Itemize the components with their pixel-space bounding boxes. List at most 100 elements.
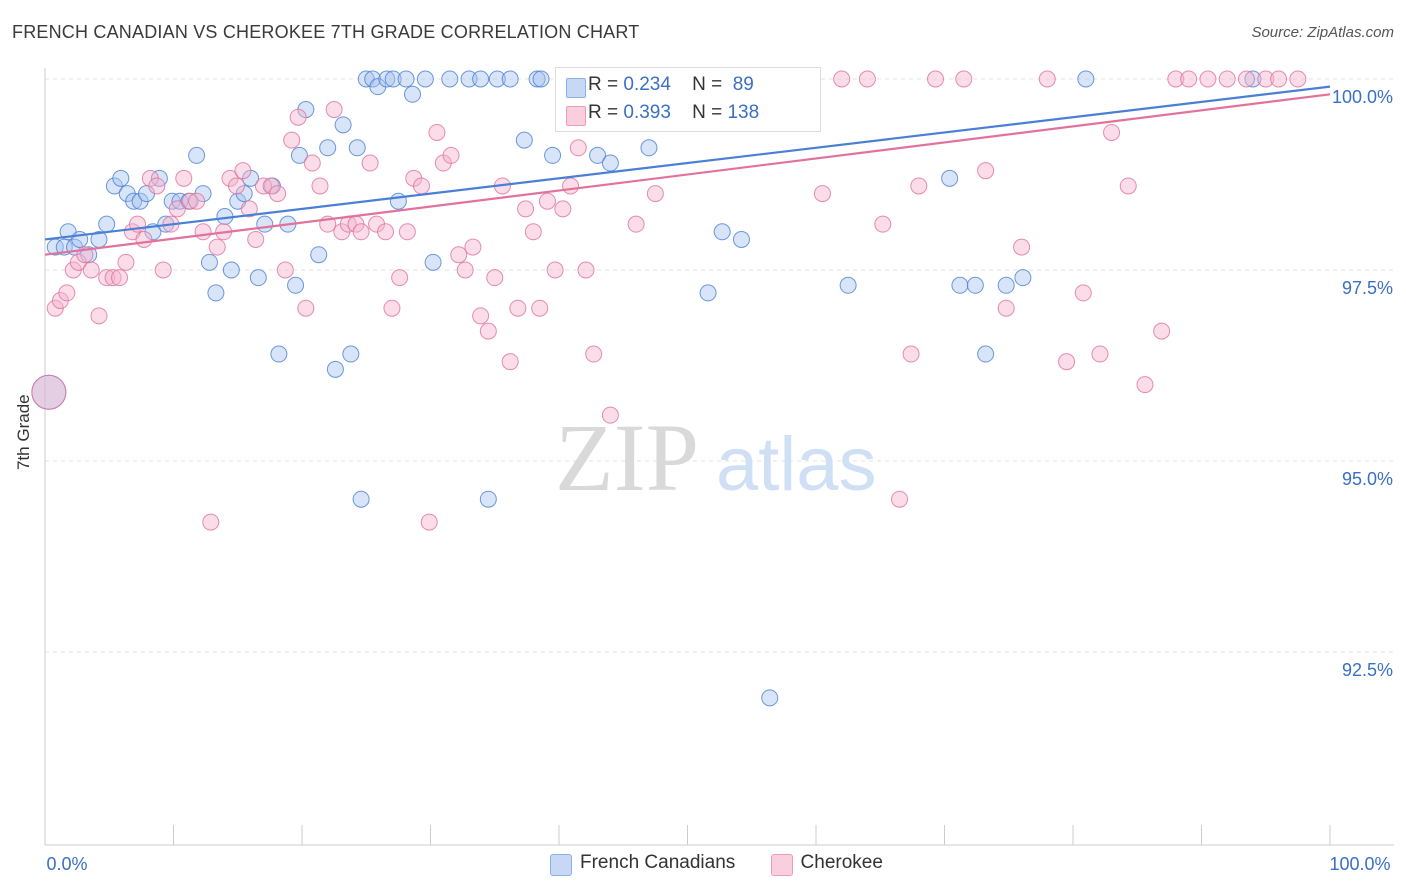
cherokee-point (479, 322, 497, 340)
tick-labels: 92.5% 95.0% 97.5% 100.0% 0.0% 100.0% (46, 87, 1393, 874)
french-canadian-point (404, 85, 422, 103)
cherokee-point (289, 108, 307, 126)
cherokee-point (1167, 70, 1185, 88)
legend-n-label: N = (692, 74, 723, 95)
cherokee-point (413, 177, 431, 195)
legend-label: Cherokee (800, 852, 883, 873)
cherokee-point (240, 200, 258, 218)
french-canadian-point (732, 230, 750, 248)
cherokee-point (1074, 284, 1092, 302)
french-canadian-point (941, 169, 959, 187)
cherokee-point (858, 70, 876, 88)
french-canadian-point (348, 139, 366, 157)
french-canadian-point (977, 345, 995, 363)
french-canadian-point (342, 345, 360, 363)
legend-n-value: 89 (732, 74, 754, 95)
cherokee-point (117, 253, 135, 271)
french-canadian-point (839, 276, 857, 294)
french-canadian-point (528, 70, 546, 88)
cherokee-point (501, 353, 519, 371)
cherokee-point (269, 185, 287, 203)
french-canadian-point (1014, 269, 1032, 287)
french-canadian-point (310, 246, 328, 264)
french-canadian-point (951, 276, 969, 294)
french-canadian-point (207, 284, 225, 302)
cherokee-point (1237, 70, 1255, 88)
legend-r-value: 0.234 (623, 74, 671, 95)
french-canadian-point (334, 116, 352, 134)
cherokee-point (311, 177, 329, 195)
cherokee-point (1270, 70, 1288, 88)
cherokee-point (1091, 345, 1109, 363)
cherokee-point (1119, 177, 1137, 195)
french-canadian-point (416, 70, 434, 88)
french-canadian-point (601, 154, 619, 172)
y-tick-label: 97.5% (1342, 278, 1393, 298)
french-canadian-point (378, 70, 396, 88)
french-canadian-point (319, 139, 337, 157)
cherokee-point (1058, 353, 1076, 371)
cherokee-point (509, 299, 527, 317)
cherokee-point (377, 223, 395, 241)
cherokee-point (208, 238, 226, 256)
french-canadian-point (270, 345, 288, 363)
french-canadian-point (384, 70, 402, 88)
cherokee-point (1257, 70, 1275, 88)
cherokee-point (517, 200, 535, 218)
cherokee-point (234, 162, 252, 180)
y-tick-label: 95.0% (1342, 469, 1393, 489)
legend-item-cherokee[interactable]: Cherokee (770, 852, 883, 876)
cherokee-point (1199, 70, 1217, 88)
cherokee-point (428, 123, 446, 141)
cherokee-point (1013, 238, 1031, 256)
cherokee-point (531, 299, 549, 317)
cherokee-point (927, 70, 945, 88)
cherokee-point (361, 154, 379, 172)
cherokee-point (891, 490, 909, 508)
cherokee-point (562, 177, 580, 195)
cherokee-point (352, 223, 370, 241)
cherokee-point (546, 261, 564, 279)
cherokee-point (464, 238, 482, 256)
y-axis-label: 7th Grade (14, 394, 33, 470)
french-canadian-point (997, 276, 1015, 294)
cherokee-point (601, 406, 619, 424)
french-canadian-point (589, 146, 607, 164)
axes (44, 68, 1394, 846)
legend-swatch-pink (770, 854, 793, 876)
cherokee-point (585, 345, 603, 363)
cherokee-point (168, 200, 186, 218)
cherokee-point (188, 192, 206, 210)
legend-item-french-canadians[interactable]: French Canadians (550, 852, 735, 876)
x-tick-label: 0.0% (46, 854, 87, 874)
french-canadian-point (479, 490, 497, 508)
cherokee-point (955, 70, 973, 88)
french-canadian-point (98, 215, 116, 233)
cherokee-point (303, 154, 321, 172)
cherokee-point (202, 513, 220, 531)
cherokee-point (646, 185, 664, 203)
french-canadian-point (515, 131, 533, 149)
cherokee-point (194, 223, 212, 241)
legend-r-label: R = (588, 102, 619, 123)
french-canadian-point (966, 276, 984, 294)
cherokee-point (276, 261, 294, 279)
legend-r-value: 0.393 (623, 102, 671, 123)
french-canadian-point (460, 70, 478, 88)
french-canadian-point (125, 192, 143, 210)
legend-n-value: 138 (727, 102, 760, 123)
cherokee-point (569, 139, 587, 157)
french-canadian-point (1244, 70, 1262, 88)
legend-row-cherokee: R = 0.393 N = 138 (566, 102, 760, 126)
cherokee-point (383, 299, 401, 317)
french-canadian-point (112, 169, 130, 187)
y-tick-label: 100.0% (1332, 87, 1393, 107)
watermark-zip: ZIP (555, 404, 699, 511)
cherokee-point (31, 374, 67, 410)
series-legend: French Canadians Cherokee (550, 852, 913, 876)
cherokee-point (456, 261, 474, 279)
legend-swatch-pink (566, 106, 586, 126)
french-canadian-point (501, 70, 519, 88)
cherokee-point (1218, 70, 1236, 88)
